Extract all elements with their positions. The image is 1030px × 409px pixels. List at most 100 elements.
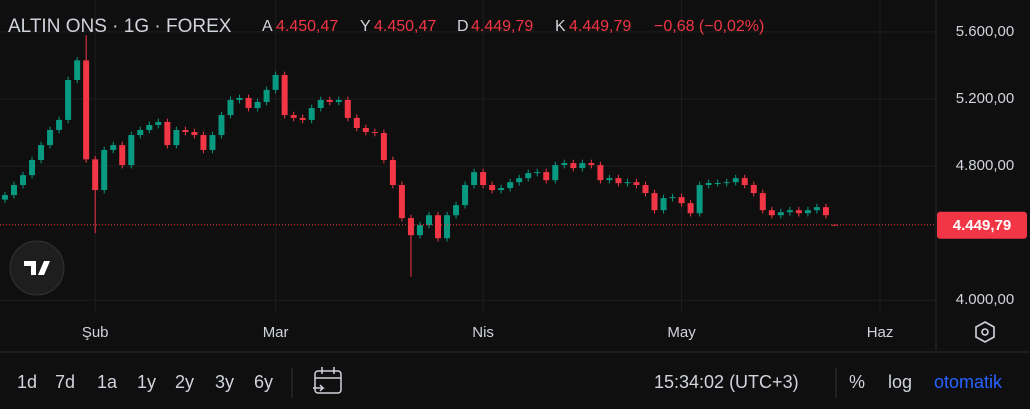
- candle-body: [29, 160, 36, 176]
- candle-body: [813, 207, 820, 211]
- candle-body: [435, 215, 442, 239]
- candle-body: [777, 212, 784, 216]
- tv-logo: [9, 240, 65, 296]
- candle-body: [570, 163, 577, 169]
- candle-body: [498, 188, 505, 191]
- candle-body: [822, 207, 829, 216]
- candle-body: [74, 60, 81, 81]
- log-toggle[interactable]: log: [888, 372, 912, 392]
- candle-body: [317, 99, 324, 109]
- candle-body: [308, 108, 315, 120]
- candle-body: [534, 172, 541, 174]
- candle-body: [453, 205, 460, 216]
- ohlc-value: 4.450,47: [374, 18, 436, 35]
- candle-body: [182, 130, 189, 133]
- range-button[interactable]: 1y: [137, 372, 156, 392]
- candle-body: [380, 133, 387, 161]
- candle-body: [290, 115, 297, 118]
- grid: [0, 0, 936, 312]
- candle-body: [732, 178, 739, 183]
- candle-body: [642, 185, 649, 194]
- candle-body: [38, 145, 45, 161]
- candle-body: [723, 182, 730, 184]
- candle-body: [579, 163, 586, 169]
- candle-body: [444, 215, 451, 239]
- x-tick-label: Nis: [472, 324, 494, 341]
- y-tick-label: 4.800,00: [956, 157, 1014, 174]
- candle-body: [480, 172, 487, 186]
- candle-body: [615, 178, 622, 184]
- calendar-icon[interactable]: [313, 367, 342, 394]
- candle-body: [173, 130, 180, 146]
- candle-body: [633, 182, 640, 186]
- candle-body: [200, 135, 207, 150]
- ohlc-label: A: [262, 18, 273, 35]
- candle-body: [101, 149, 108, 191]
- candle-body: [516, 178, 523, 183]
- candle-body: [353, 117, 360, 128]
- ohlc-value: 4.449,79: [471, 18, 533, 35]
- candle-body: [606, 178, 613, 181]
- range-button[interactable]: 7d: [55, 372, 75, 392]
- change: −0,68 (−0,02%): [654, 18, 764, 35]
- candle-body: [624, 182, 631, 184]
- candle-body: [425, 215, 432, 226]
- range-button[interactable]: 1a: [97, 372, 118, 392]
- candle-body: [741, 178, 748, 186]
- candle-body: [407, 218, 414, 236]
- candle-body: [65, 80, 72, 120]
- candle-body: [687, 203, 694, 214]
- candle-body: [696, 185, 703, 214]
- candle-body: [678, 197, 685, 204]
- candle-body: [281, 74, 288, 116]
- candle-body: [263, 89, 270, 102]
- candle-body: [245, 97, 252, 109]
- y-tick-label: 4.000,00: [956, 291, 1014, 308]
- candle-body: [92, 159, 99, 191]
- candle-body: [1, 195, 8, 200]
- x-tick-label: Haz: [867, 324, 894, 341]
- candle-body: [335, 99, 342, 102]
- last-price-box: [937, 211, 1027, 239]
- x-tick-label: Mar: [263, 324, 289, 341]
- candle-body: [768, 210, 775, 216]
- candle-body: [705, 183, 712, 186]
- candle-body: [110, 145, 117, 150]
- range-button[interactable]: 6y: [254, 372, 273, 392]
- candle-body: [750, 185, 757, 194]
- auto-toggle[interactable]: otomatik: [934, 372, 1003, 392]
- candle-body: [344, 99, 351, 118]
- ohlc-value: 4.450,47: [276, 18, 338, 35]
- y-tick-label: 5.600,00: [956, 23, 1014, 40]
- range-button[interactable]: 3y: [215, 372, 234, 392]
- candle-body: [209, 135, 216, 150]
- range-button[interactable]: 2y: [175, 372, 194, 392]
- ohlc-label: K: [555, 18, 566, 35]
- candle-body: [191, 132, 198, 136]
- candle-body: [525, 173, 532, 179]
- candle-body: [416, 225, 423, 236]
- range-button[interactable]: 1d: [17, 372, 37, 392]
- candle-body: [326, 99, 333, 102]
- candle-body: [795, 210, 802, 214]
- candle-body: [299, 117, 306, 120]
- candle-body: [389, 160, 396, 186]
- candle-body: [10, 185, 17, 196]
- candle-body: [597, 165, 604, 181]
- candle-body: [47, 130, 54, 146]
- candle-body: [804, 210, 811, 214]
- candle-body: [236, 97, 243, 100]
- settings-icon[interactable]: [975, 321, 995, 343]
- candle-body: [362, 127, 369, 133]
- candle-body: [83, 60, 90, 160]
- percent-toggle[interactable]: %: [849, 372, 865, 392]
- x-tick-label: May: [667, 324, 696, 341]
- candle-body: [164, 121, 171, 146]
- candle-body: [651, 193, 658, 211]
- candle-body: [254, 101, 261, 109]
- candle-body: [660, 198, 667, 211]
- candle-body: [398, 185, 405, 219]
- y-tick-label: 5.200,00: [956, 90, 1014, 107]
- symbol-title: ALTIN ONS · 1G · FOREX: [8, 16, 232, 37]
